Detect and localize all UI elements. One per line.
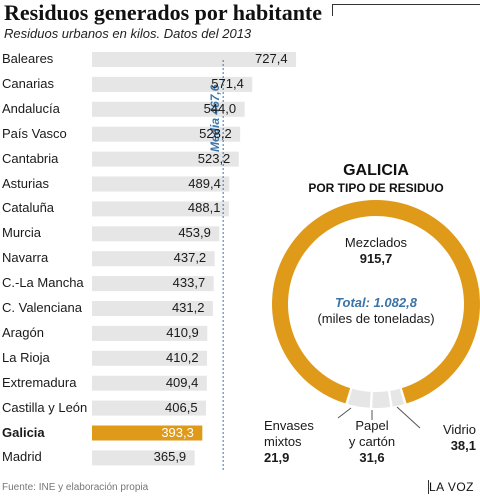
bar-16 (92, 450, 195, 466)
vidrio-value: 38,1 (450, 438, 476, 453)
bar-5 (92, 176, 230, 192)
bar-category-label: Castilla y León (2, 399, 88, 415)
brand-rule (428, 480, 429, 494)
bar-category-label: Extremadura (2, 374, 77, 390)
bar-category-label: Baleares (2, 51, 54, 66)
brand-logo: LA VOZ (428, 480, 474, 494)
title-rule (332, 4, 480, 5)
bar-category-label: País Vasco (2, 125, 67, 141)
bar-category-label: Navarra (2, 250, 49, 266)
chart-subtitle: Residuos urbanos en kilos. Datos del 201… (4, 26, 252, 41)
bar-10 (92, 301, 213, 316)
envases-name-line1: Envases (264, 418, 314, 433)
bar-category-label: Galicia (2, 424, 45, 440)
envases-label: Envases mixtos 21,9 (264, 418, 332, 466)
bar-value-label: 453,9 (178, 225, 211, 241)
vidrio-name: Vidrio (442, 422, 476, 437)
mean-reference-label: Media 467,6 (208, 84, 222, 152)
donut-slice-2 (372, 391, 391, 408)
bar-category-label: La Rioja (2, 349, 50, 365)
bar-value-label: 406,5 (165, 399, 198, 415)
bar-13 (92, 375, 207, 391)
bar-category-label: Cantabria (2, 150, 59, 166)
donut-subtitle: POR TIPO DE RESIDUO (308, 181, 444, 195)
bar-value-label: 489,4 (188, 175, 221, 191)
bar-14 (92, 400, 207, 416)
bar-8 (92, 251, 215, 267)
bar-value-label: 433,7 (172, 275, 206, 291)
envases-value: 21,9 (264, 450, 290, 465)
bar-value-label: 437,2 (173, 250, 207, 266)
bar-value-label: 409,4 (165, 374, 199, 390)
bar-category-label: Aragón (2, 324, 44, 340)
papel-name-line2: y cartón (348, 434, 396, 449)
bar-value-label: 523,2 (197, 150, 231, 166)
bar-category-label: Canarias (2, 75, 55, 91)
donut-leader-line (396, 406, 421, 429)
bar-9 (92, 276, 214, 292)
bar-12 (92, 350, 208, 366)
donut-slice-3 (347, 388, 371, 408)
bar-category-label: Cataluña (2, 200, 55, 216)
bar-category-label: Murcia (2, 225, 42, 241)
bar-11 (92, 325, 208, 341)
bar-value-label: 410,9 (166, 324, 199, 340)
bar-value-label: 431,2 (171, 300, 205, 315)
bar-value-label: 727,4 (255, 51, 288, 66)
source-note: Fuente: INE y elaboración propia (2, 482, 149, 493)
bar-2 (92, 101, 245, 117)
donut-title: GALICIA (343, 162, 409, 179)
title-rule-corner (332, 4, 333, 16)
papel-label: Papel y cartón 31,6 (340, 418, 404, 466)
papel-name-line1: Papel (355, 418, 389, 433)
bar-category-label: Asturias (2, 175, 49, 191)
vidrio-label: Vidrio 38,1 (414, 422, 476, 454)
chart-title: Residuos generados por habitante (4, 0, 323, 25)
bar-value-label: 365,9 (153, 449, 187, 465)
mezclados-label: Mezclados (344, 235, 408, 250)
papel-value: 31,6 (359, 450, 385, 465)
bar-1 (92, 76, 253, 92)
donut-leader-line (337, 407, 352, 419)
bar-7 (92, 226, 220, 242)
bar-3 (92, 126, 241, 142)
donut-slice-1 (390, 388, 405, 407)
bar-4 (92, 151, 239, 167)
bar-category-label: Madrid (2, 449, 42, 465)
bar-6 (92, 201, 229, 217)
bar-category-label: Andalucía (2, 100, 60, 116)
bar-value-label: 544,0 (203, 100, 237, 116)
total-label: Total: 1.082,8 (335, 295, 417, 310)
bar-value-label: 410,2 (166, 349, 199, 365)
bar-category-label: C. Valenciana (2, 300, 82, 315)
bar-value-label: 528,2 (199, 125, 232, 141)
bar-15 (92, 425, 203, 441)
total-unit: (miles de toneladas) (317, 311, 435, 326)
bar-category-label: C.-La Mancha (2, 275, 84, 291)
mezclados-value: 915,7 (359, 251, 393, 266)
envases-name-line2: mixtos (264, 434, 302, 449)
bar-value-label: 571,4 (211, 75, 244, 91)
bar-value-label: 488,1 (187, 200, 221, 216)
bar-value-label: 393,3 (161, 424, 194, 440)
bar-0 (92, 52, 297, 67)
